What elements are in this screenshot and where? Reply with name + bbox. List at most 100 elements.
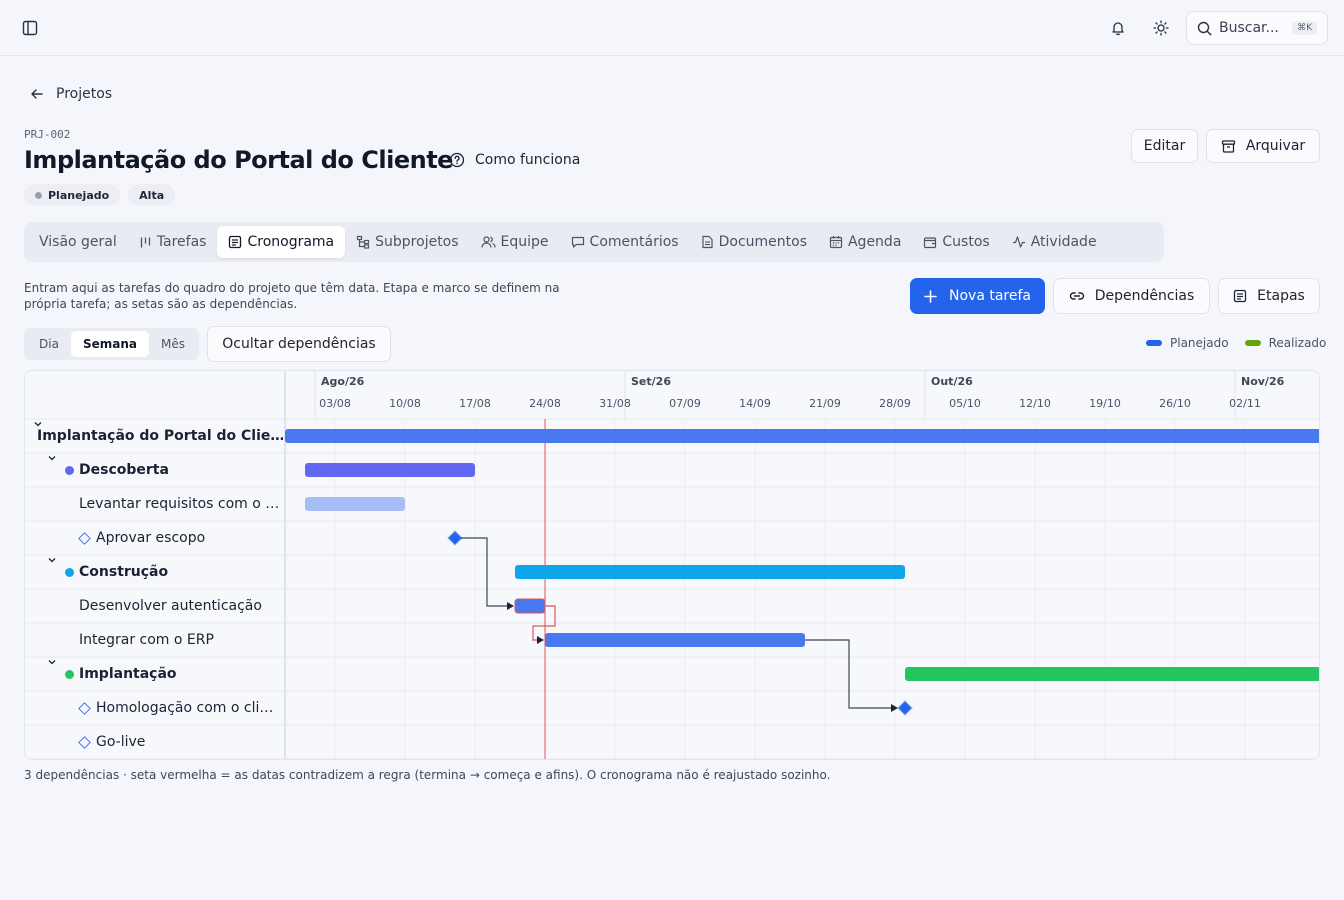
users-icon [480, 235, 496, 249]
stages-button[interactable]: Etapas [1218, 278, 1320, 314]
archive-label: Arquivar [1245, 138, 1306, 154]
gantt-row-task[interactable]: Integrar com o ERP [79, 623, 329, 657]
tab-costs[interactable]: Custos [912, 226, 1000, 258]
stage-bar [905, 667, 1319, 681]
page-title: Implantação do Portal do Cliente [24, 146, 453, 174]
list-icon [1233, 289, 1247, 303]
gantt-chart: Implantação do Portal do Clie… Descoberta… [24, 370, 1320, 760]
tree-icon [356, 235, 370, 249]
view-switch: Dia Semana Mês [24, 328, 199, 360]
search-shortcut: ⌘K [1292, 21, 1317, 35]
dependencies-button[interactable]: Dependências [1053, 278, 1210, 314]
sidebar-toggle-icon[interactable] [18, 16, 42, 40]
row-label-text: Integrar com o ERP [79, 632, 214, 648]
dependency-arrow [805, 639, 896, 709]
week-label: 19/10 [1089, 397, 1121, 410]
week-label: 12/10 [1019, 397, 1051, 410]
search-placeholder: Buscar... [1219, 20, 1279, 36]
dependency-arrowhead [537, 636, 544, 644]
gantt-canvas [25, 371, 1319, 759]
project-bar [285, 429, 1319, 443]
week-label: 17/08 [459, 397, 491, 410]
dependency-arrow [461, 537, 512, 607]
gantt-row-stage[interactable]: Implantação [47, 657, 297, 691]
dependencies-footer: 3 dependências · seta vermelha = as data… [24, 768, 831, 782]
view-month[interactable]: Mês [160, 337, 185, 351]
task-bar [305, 497, 405, 511]
week-label: 03/08 [319, 397, 351, 410]
tab-tasks[interactable]: Tarefas [128, 226, 218, 258]
diamond-icon [78, 735, 91, 749]
gantt-row-milestone[interactable]: Go-live [77, 725, 327, 759]
week-label: 21/09 [809, 397, 841, 410]
search-box[interactable]: Buscar... ⌘K [1186, 11, 1328, 45]
tab-documents[interactable]: Documentos [690, 226, 818, 258]
row-label-text: Go-live [96, 734, 146, 750]
week-label: 24/08 [529, 397, 561, 410]
edit-button[interactable]: Editar [1131, 129, 1198, 163]
new-task-button[interactable]: Nova tarefa [910, 278, 1045, 314]
priority-badge: Alta [128, 184, 176, 206]
search-icon [1197, 21, 1212, 36]
gantt-row-task[interactable]: Levantar requisitos com o … [79, 487, 329, 521]
status-badge: Planejado [24, 184, 121, 206]
plus-icon [924, 289, 937, 303]
arrow-left-icon [30, 87, 44, 101]
edit-label: Editar [1143, 138, 1186, 154]
month-label: Ago/26 [321, 375, 365, 388]
project-code: PRJ-002 [24, 128, 71, 141]
gantt-row-task[interactable]: Desenvolver autenticação [79, 589, 329, 623]
hide-dependencies-button[interactable]: Ocultar dependências [207, 326, 391, 362]
how-it-works-label: Como funciona [475, 152, 581, 168]
archive-button[interactable]: Arquivar [1206, 129, 1320, 163]
month-label: Set/26 [631, 375, 671, 388]
calendar-icon [829, 235, 843, 249]
columns-icon [139, 236, 152, 249]
milestone-marker [447, 530, 463, 546]
gantt-row-milestone[interactable]: Homologação com o cli… [77, 691, 327, 725]
back-label: Projetos [56, 86, 113, 102]
chart-legend: Planejado Realizado [1146, 336, 1326, 350]
row-label-text: Homologação com o cli… [96, 700, 274, 716]
how-it-works-button[interactable]: Como funciona [449, 152, 580, 168]
tab-comments[interactable]: Comentários [560, 226, 690, 258]
bell-icon[interactable] [1106, 16, 1130, 40]
view-week[interactable]: Semana [70, 331, 149, 357]
month-label: Nov/26 [1241, 375, 1285, 388]
diamond-icon [78, 701, 91, 715]
diamond-icon [78, 531, 91, 545]
month-label: Out/26 [931, 375, 973, 388]
gantt-row-project[interactable]: Implantação do Portal do Clie… [33, 419, 283, 453]
row-label-text: Implantação do Portal do Clie… [37, 428, 283, 444]
week-label: 31/08 [599, 397, 631, 410]
row-label-text: Levantar requisitos com o … [79, 496, 280, 512]
dependency-arrowhead [507, 602, 514, 610]
row-label-text: Descoberta [79, 462, 169, 478]
tab-overview[interactable]: Visão geral [39, 234, 117, 250]
tab-schedule[interactable]: Cronograma [217, 226, 346, 258]
gantt-row-stage[interactable]: Construção [47, 555, 297, 589]
row-label-text: Construção [79, 564, 169, 580]
back-to-projects-link[interactable]: Projetos [30, 86, 112, 102]
sun-icon[interactable] [1149, 16, 1173, 40]
help-circle-icon [449, 152, 465, 168]
activity-icon [1012, 235, 1026, 249]
dependency-arrowhead [891, 704, 898, 712]
gantt-row-stage[interactable]: Descoberta [47, 453, 297, 487]
dependency-arrow [532, 605, 556, 641]
list-icon [228, 235, 242, 249]
view-day[interactable]: Dia [39, 337, 59, 351]
tab-activity[interactable]: Atividade [1001, 226, 1108, 258]
tab-team[interactable]: Equipe [470, 226, 560, 258]
stage-bar [305, 463, 475, 477]
link-icon [1069, 290, 1085, 302]
top-bar: Buscar... ⌘K [0, 0, 1344, 56]
week-label: 14/09 [739, 397, 771, 410]
tab-agenda[interactable]: Agenda [818, 226, 912, 258]
stage-bar [515, 565, 905, 579]
document-icon [701, 235, 714, 249]
tab-subprojects[interactable]: Subprojetos [345, 226, 469, 258]
legend-done: Realizado [1268, 336, 1327, 350]
legend-done-swatch [1244, 340, 1261, 346]
gantt-row-milestone[interactable]: Aprovar escopo [77, 521, 327, 555]
